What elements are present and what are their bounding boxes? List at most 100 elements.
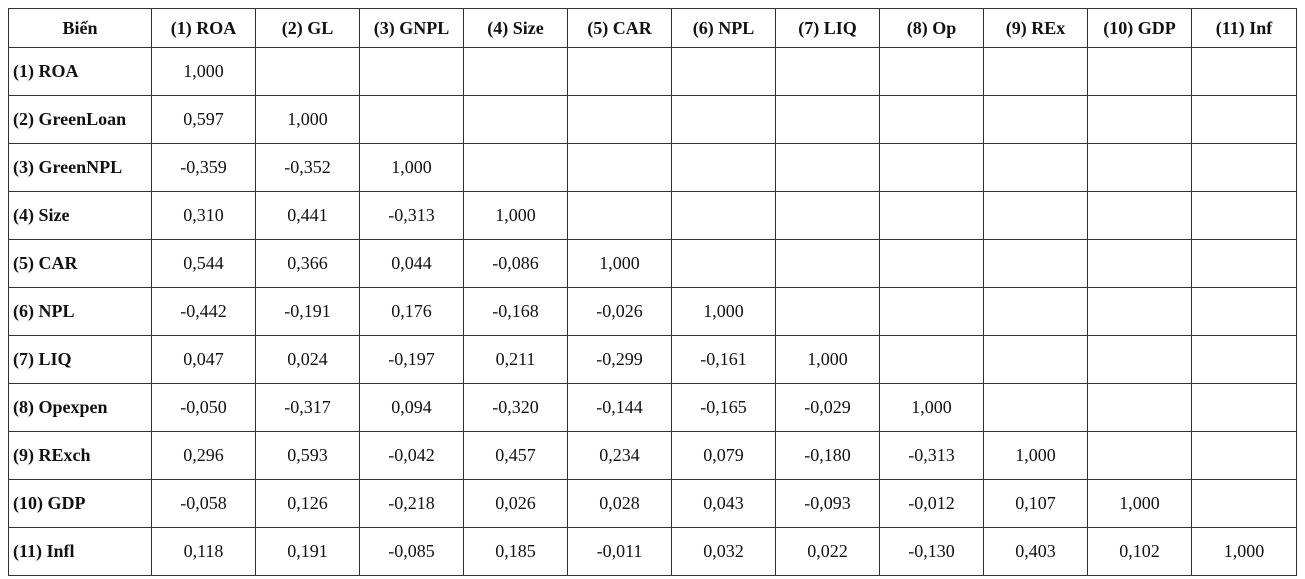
- row-label: (5) CAR: [8, 239, 152, 288]
- table-row: (11) Infl 0,118 0,191 -0,085 0,185 -0,011 0,03…: [8, 527, 1297, 576]
- table-cell: [1087, 383, 1192, 432]
- table-row: (9) RExch 0,296 0,593 -0,042 0,457 0,234 0,079…: [8, 431, 1297, 480]
- table-cell: [879, 287, 984, 336]
- table-cell: 1,000: [463, 191, 568, 240]
- table-row: (1) ROA 1,000: [8, 47, 1297, 96]
- table-cell: [671, 47, 776, 96]
- table-cell: -0,012: [879, 479, 984, 528]
- table-cell: 0,024: [255, 335, 360, 384]
- table-cell: [1087, 191, 1192, 240]
- table-cell: [359, 47, 464, 96]
- table-cell: [879, 239, 984, 288]
- table-cell: 0,441: [255, 191, 360, 240]
- table-cell: [359, 95, 464, 144]
- column-header: (6) NPL: [671, 8, 776, 48]
- row-label: (8) Opexpen: [8, 383, 152, 432]
- table-cell: [1087, 239, 1192, 288]
- table-cell: 1,000: [151, 47, 256, 96]
- column-header: (3) GNPL: [359, 8, 464, 48]
- table-cell: [983, 383, 1088, 432]
- table-cell: 0,126: [255, 479, 360, 528]
- table-cell: [879, 95, 984, 144]
- table-cell: [775, 143, 880, 192]
- table-cell: 0,044: [359, 239, 464, 288]
- table-row: (4) Size 0,310 0,441 -0,313 1,000: [8, 191, 1297, 240]
- column-header: (8) Op: [879, 8, 984, 48]
- row-label: (6) NPL: [8, 287, 152, 336]
- row-label: (7) LIQ: [8, 335, 152, 384]
- table-cell: -0,144: [567, 383, 672, 432]
- table-cell: 0,043: [671, 479, 776, 528]
- table-cell: -0,026: [567, 287, 672, 336]
- table-cell: [1087, 287, 1192, 336]
- table-cell: -0,197: [359, 335, 464, 384]
- table-cell: 0,185: [463, 527, 568, 576]
- table-cell: -0,320: [463, 383, 568, 432]
- table-body: (1) ROA 1,000 (2) GreenLoan 0,597 1,000 (3) G…: [8, 47, 1297, 576]
- table-cell: [983, 287, 1088, 336]
- table-cell: -0,317: [255, 383, 360, 432]
- table-cell: 0,176: [359, 287, 464, 336]
- table-cell: 1,000: [567, 239, 672, 288]
- table-cell: [1191, 143, 1297, 192]
- table-cell: [983, 95, 1088, 144]
- table-cell: [983, 191, 1088, 240]
- table-cell: -0,058: [151, 479, 256, 528]
- table-cell: [1087, 47, 1192, 96]
- correlation-table: Biến (1) ROA (2) GL (3) GNPL (4) Size (5) CAR…: [8, 8, 1297, 576]
- table-cell: -0,191: [255, 287, 360, 336]
- row-label: (3) GreenNPL: [8, 143, 152, 192]
- table-cell: 0,026: [463, 479, 568, 528]
- table-cell: [879, 335, 984, 384]
- correlation-table-container: Biến (1) ROA (2) GL (3) GNPL (4) Size (5) CAR…: [8, 8, 1297, 576]
- header-row: Biến (1) ROA (2) GL (3) GNPL (4) Size (5) CAR…: [8, 8, 1297, 48]
- table-row: (5) CAR 0,544 0,366 0,044 -0,086 1,000: [8, 239, 1297, 288]
- table-cell: [671, 191, 776, 240]
- table-cell: [567, 143, 672, 192]
- table-cell: 0,022: [775, 527, 880, 576]
- table-cell: -0,042: [359, 431, 464, 480]
- table-cell: 0,457: [463, 431, 568, 480]
- table-row: (6) NPL -0,442 -0,191 0,176 -0,168 -0,026 1,00…: [8, 287, 1297, 336]
- column-header: (10) GDP: [1087, 8, 1192, 48]
- table-cell: 1,000: [1191, 527, 1297, 576]
- table-cell: 1,000: [983, 431, 1088, 480]
- table-cell: [1191, 239, 1297, 288]
- table-cell: 0,107: [983, 479, 1088, 528]
- table-cell: [775, 47, 880, 96]
- table-cell: -0,130: [879, 527, 984, 576]
- table-cell: -0,313: [359, 191, 464, 240]
- table-cell: -0,352: [255, 143, 360, 192]
- table-cell: [567, 47, 672, 96]
- table-cell: -0,180: [775, 431, 880, 480]
- table-cell: -0,299: [567, 335, 672, 384]
- column-header: (1) ROA: [151, 8, 256, 48]
- table-cell: [1191, 47, 1297, 96]
- table-cell: 1,000: [359, 143, 464, 192]
- table-header: Biến (1) ROA (2) GL (3) GNPL (4) Size (5) CAR…: [8, 8, 1297, 48]
- table-cell: [1191, 335, 1297, 384]
- table-cell: 0,403: [983, 527, 1088, 576]
- table-cell: 0,079: [671, 431, 776, 480]
- table-cell: -0,050: [151, 383, 256, 432]
- table-cell: 0,593: [255, 431, 360, 480]
- table-cell: 0,032: [671, 527, 776, 576]
- table-cell: 0,296: [151, 431, 256, 480]
- table-cell: [879, 47, 984, 96]
- column-header: (7) LIQ: [775, 8, 880, 48]
- row-label: (11) Infl: [8, 527, 152, 576]
- table-row: (8) Opexpen -0,050 -0,317 0,094 -0,320 -0,144…: [8, 383, 1297, 432]
- table-cell: [671, 95, 776, 144]
- table-cell: 0,544: [151, 239, 256, 288]
- table-cell: -0,442: [151, 287, 256, 336]
- table-cell: 1,000: [1087, 479, 1192, 528]
- column-header: (9) REx: [983, 8, 1088, 48]
- table-row: (7) LIQ 0,047 0,024 -0,197 0,211 -0,299 -0,161…: [8, 335, 1297, 384]
- table-cell: [775, 239, 880, 288]
- table-cell: 0,094: [359, 383, 464, 432]
- row-label: (4) Size: [8, 191, 152, 240]
- table-cell: 0,310: [151, 191, 256, 240]
- table-cell: [1191, 431, 1297, 480]
- table-cell: [983, 239, 1088, 288]
- table-cell: 0,028: [567, 479, 672, 528]
